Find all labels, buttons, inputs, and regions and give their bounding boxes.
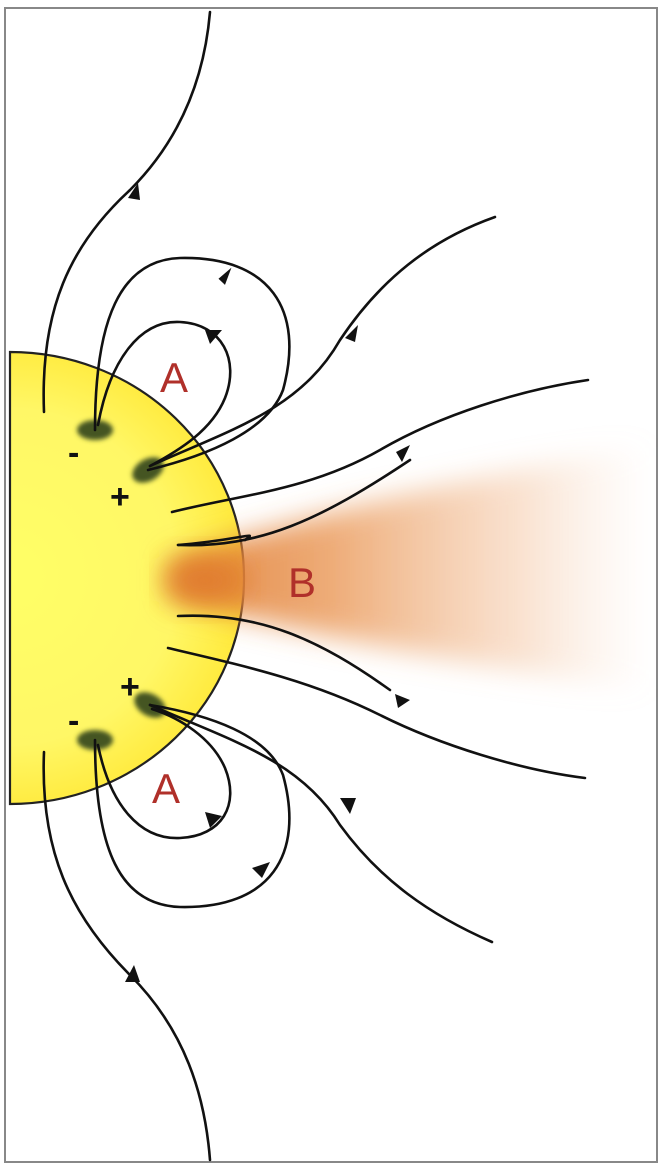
field-line-lower-inner-loop bbox=[96, 707, 232, 840]
field-line-upper-inner-loop bbox=[96, 320, 232, 468]
field-line-lower-open-low bbox=[148, 703, 494, 944]
arrow-lower-inner-loop bbox=[205, 812, 222, 828]
polarity-upper-positive: + bbox=[110, 478, 130, 516]
polarity-lower-positive: + bbox=[120, 668, 140, 706]
arrow-bottom-open bbox=[125, 965, 140, 982]
field-line-upper-open-high bbox=[148, 215, 497, 468]
streamer-base-glow bbox=[165, 558, 245, 602]
field-line-lower-open-mid bbox=[166, 646, 587, 780]
field-line-top-open bbox=[42, 10, 212, 414]
arrow-upper-outer-loop bbox=[218, 267, 232, 285]
arrow-lower-open-low bbox=[340, 798, 356, 814]
arrow-upper-open-high bbox=[345, 325, 358, 342]
arrow-upper-inner-loop bbox=[205, 330, 222, 344]
arrow-lower-open-mid bbox=[395, 694, 410, 708]
coronal-streamer bbox=[170, 445, 650, 690]
region-b-label: B bbox=[288, 559, 316, 606]
field-line-upper-outer-loop bbox=[93, 256, 291, 472]
field-line-streamer-boundary-upper bbox=[176, 458, 412, 547]
field-line-lower-streamer-edge bbox=[176, 614, 392, 692]
polarity-lower-negative: - bbox=[68, 702, 79, 740]
diagram-frame bbox=[4, 7, 658, 1163]
field-line-upper-streamer-edge bbox=[176, 534, 251, 547]
polarity-upper-negative: - bbox=[68, 434, 79, 472]
field-line-lower-outer-loop bbox=[93, 703, 291, 909]
region-a-upper-label: A bbox=[160, 354, 188, 401]
arrow-upper-open-mid bbox=[396, 445, 410, 462]
arrow-lower-outer-loop bbox=[252, 862, 270, 878]
region-a-lower-label: A bbox=[152, 765, 180, 812]
arrow-top-open bbox=[128, 183, 140, 200]
field-line-upper-open-mid bbox=[170, 378, 590, 514]
